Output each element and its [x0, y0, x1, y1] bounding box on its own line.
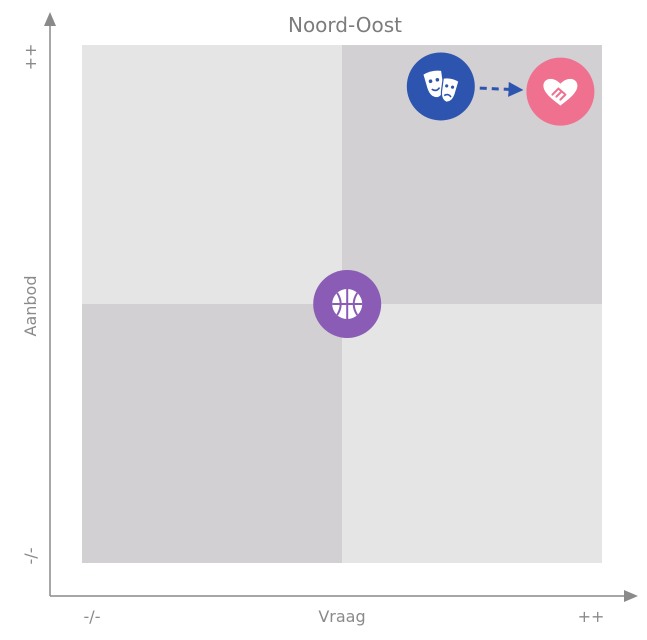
point-heart-handshake	[526, 57, 595, 126]
x-axis-label: Vraag	[318, 607, 365, 626]
y-axis-arrow	[44, 12, 56, 26]
quadrant-bottom-left	[82, 304, 342, 563]
y-axis-label: Aanbod	[21, 276, 40, 337]
quadrant-bottom-right	[342, 304, 602, 563]
arrows-layer	[479, 81, 524, 97]
points-layer	[313, 52, 595, 338]
point-theater-masks	[406, 52, 475, 121]
y-tick-label-low: -/-	[21, 548, 40, 565]
theater-masks-icon	[423, 70, 460, 103]
y-tick-label-high: ++	[21, 44, 40, 71]
quadrant-top-left	[82, 45, 342, 304]
basketball-icon	[332, 289, 363, 319]
heart-handshake-icon	[543, 78, 578, 106]
point-basketball	[313, 270, 382, 338]
x-axis-arrow	[624, 590, 638, 602]
arrow-0	[479, 81, 524, 97]
x-tick-label-low: -/-	[84, 607, 101, 626]
chart-title: Noord-Oost	[288, 13, 402, 37]
x-tick-label-high: ++	[578, 607, 605, 626]
